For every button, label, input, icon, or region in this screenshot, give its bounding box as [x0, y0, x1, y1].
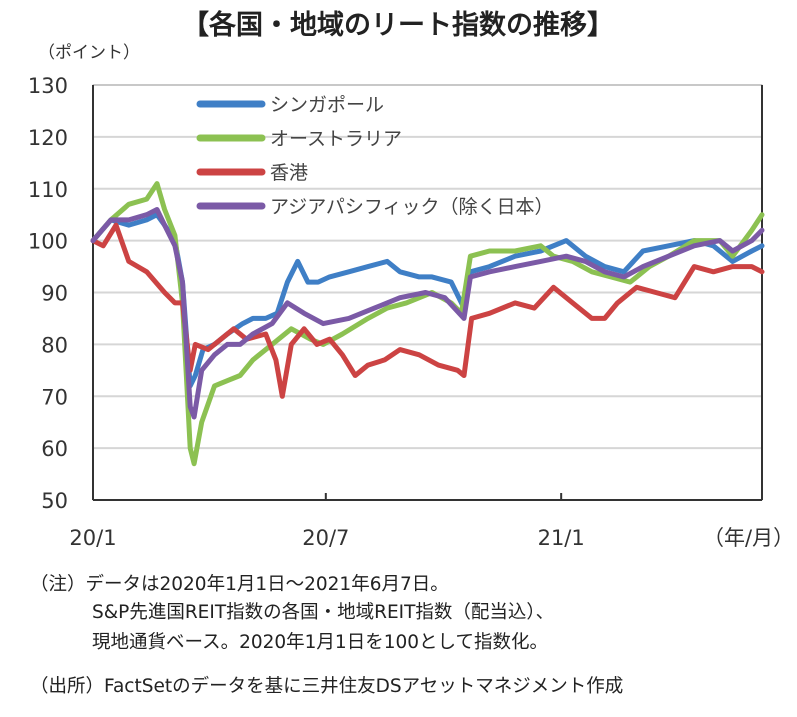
series-line-3 [90, 207, 765, 420]
y-tick-label: 130 [28, 74, 68, 98]
y-axis-label: （ポイント） [38, 43, 140, 63]
note-line-2: S&P先進国REIT指数の各国・地域REIT指数（配当込）、 [92, 602, 555, 623]
chart-title: 【各国・地域のリート指数の推移】 [182, 9, 614, 41]
y-tick-label: 120 [28, 126, 68, 150]
y-tick-label: 70 [41, 385, 68, 409]
x-tick-label: 20/7 [302, 526, 349, 550]
y-tick-label: 60 [41, 437, 68, 461]
series-line-1 [90, 181, 765, 467]
legend-label: オーストラリア [270, 128, 402, 150]
source-line: （出所）FactSetのデータを基に三井住友DSアセットマネジメント作成 [30, 676, 624, 697]
legend-label: アジアパシフィック（除く日本） [270, 196, 553, 218]
series-line-2 [90, 222, 765, 399]
y-tick-label: 50 [41, 489, 68, 513]
legend-label: シンガポール [270, 94, 384, 116]
y-tick-label: 80 [41, 333, 68, 357]
x-tick-label: 20/1 [69, 526, 116, 550]
y-tick-label: 90 [41, 282, 68, 306]
x-tick-label: 21/1 [538, 526, 585, 550]
note-line-1: （注）データは2020年1月1日～2021年6月7日。 [30, 574, 449, 595]
note-line-3: 現地通貨ベース。2020年1月1日を100として指数化。 [92, 632, 548, 653]
x-axis-label: （年/月） [703, 526, 794, 550]
legend-label: 香港 [270, 162, 308, 184]
y-tick-label: 100 [28, 230, 68, 254]
y-tick-label: 110 [28, 178, 68, 202]
